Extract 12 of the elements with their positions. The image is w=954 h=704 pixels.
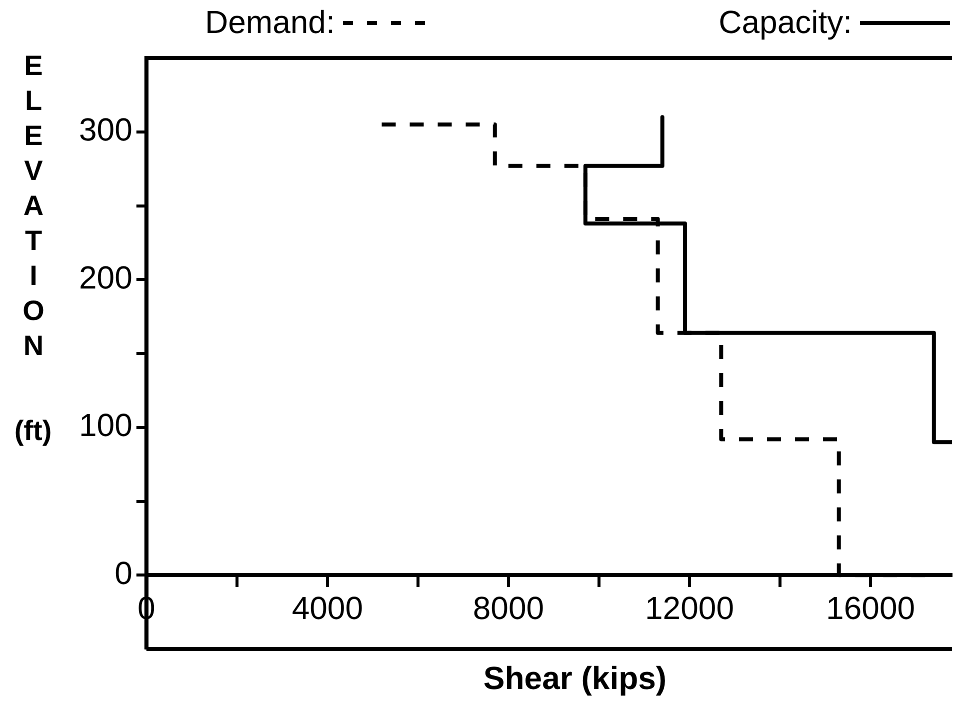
text: ELEVATION (ft)	[14, 50, 52, 446]
y-tick-label: 100	[79, 407, 132, 444]
x-tick-label: 12000	[645, 590, 734, 626]
legend-label: Capacity:	[718, 4, 852, 41]
x-tick-label: 8000	[472, 590, 544, 626]
y-tick-label: 200	[79, 259, 132, 296]
y-tick-label: 0	[114, 554, 132, 591]
x-axis-title: Shear (kips)	[482, 660, 668, 697]
legend-label: Demand:	[205, 4, 335, 41]
y-tick-label: 300	[79, 112, 132, 148]
x-tick-label: 16000	[826, 590, 916, 626]
x-tick-label: 4000	[292, 590, 364, 626]
